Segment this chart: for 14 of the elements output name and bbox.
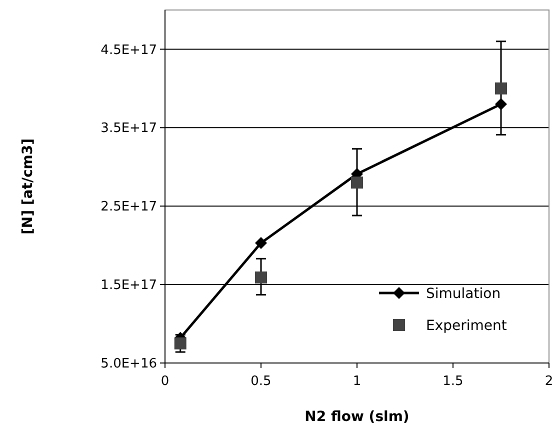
x-tick-label: 0 xyxy=(160,374,170,389)
legend-label: Simulation xyxy=(426,286,501,302)
x-tick-label: 1.5 xyxy=(442,374,464,389)
x-axis-title: N2 flow (slm) xyxy=(304,409,410,425)
y-tick-label: 5.0E+16 xyxy=(100,356,157,372)
y-tick-label: 4.5E+17 xyxy=(100,42,157,58)
legend-label: Experiment xyxy=(426,318,508,334)
x-tick-label: 1 xyxy=(352,374,362,389)
y-axis-title: [N] [at/cm3] xyxy=(20,138,36,235)
x-tick-label: 0.5 xyxy=(250,374,272,389)
y-tick-label: 1.5E+17 xyxy=(100,278,157,294)
y-tick-label: 2.5E+17 xyxy=(100,200,157,215)
y-tick-label: 3.5E+17 xyxy=(100,121,157,136)
x-tick-label: 2 xyxy=(544,374,554,389)
